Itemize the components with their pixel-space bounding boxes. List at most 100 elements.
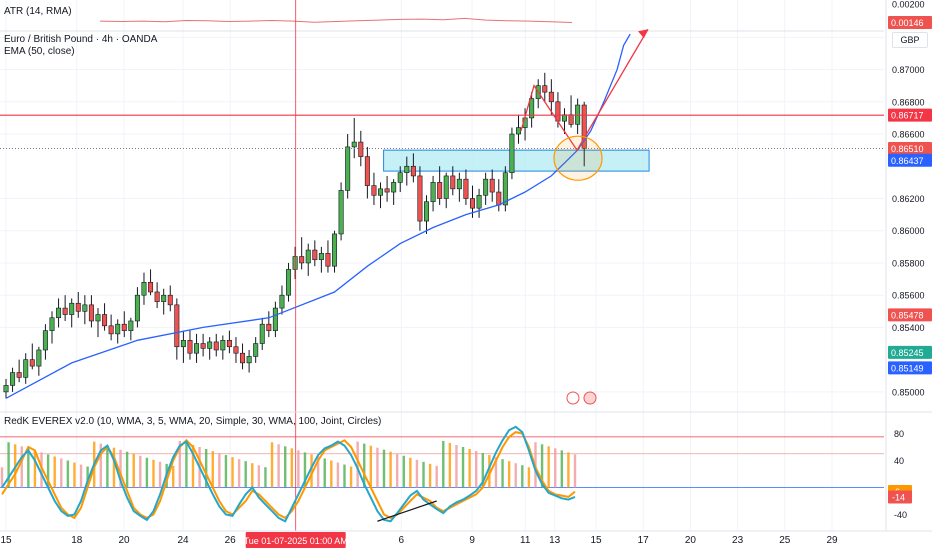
dividend-icon xyxy=(566,391,580,405)
oscillator-badge xyxy=(888,490,912,504)
candle xyxy=(450,166,456,196)
candle xyxy=(483,172,489,205)
candle-body xyxy=(161,294,167,302)
candle xyxy=(220,335,226,360)
oscillator-bar xyxy=(237,459,241,488)
candle xyxy=(299,237,305,270)
oscillator-bar xyxy=(257,465,261,488)
price-tick-label: 0.85600 xyxy=(892,291,925,301)
oscillator-bar xyxy=(119,449,122,488)
atr-line xyxy=(99,17,573,23)
oscillator-bar xyxy=(264,467,267,488)
candle xyxy=(404,156,410,186)
candle xyxy=(351,117,357,159)
oscillator-fast-line xyxy=(1,425,576,523)
candle xyxy=(581,101,587,167)
candle xyxy=(338,182,344,241)
currency-selector[interactable]: GBP xyxy=(892,32,928,48)
candle-body xyxy=(397,172,403,183)
candle-body xyxy=(378,188,384,196)
candle xyxy=(364,146,370,199)
candle-body xyxy=(410,165,416,177)
candle-body xyxy=(371,185,377,196)
candle xyxy=(529,92,535,128)
oscillator-bar xyxy=(60,458,63,488)
oscillator-bar xyxy=(468,449,471,488)
oscillator-bar xyxy=(73,462,76,488)
candle-body xyxy=(568,114,574,125)
candle xyxy=(318,246,324,273)
oscillator-bar xyxy=(521,465,524,488)
candle xyxy=(345,134,351,199)
oscillator-bar xyxy=(211,451,214,488)
time-tick-label: 25 xyxy=(779,535,791,546)
candle xyxy=(456,172,462,202)
candle-body xyxy=(424,201,430,222)
oscillator-bar xyxy=(125,451,129,488)
time-tick-label: 11 xyxy=(520,535,531,546)
oscillator-bar xyxy=(106,445,109,488)
candle xyxy=(246,349,252,373)
candle-body xyxy=(548,91,554,103)
oscillator-bar xyxy=(191,444,195,488)
candle-body xyxy=(483,178,489,196)
candle-body xyxy=(42,330,48,351)
oscillator-bar xyxy=(303,452,307,488)
oscillator-tick-label: 80 xyxy=(894,429,904,439)
candle-body xyxy=(16,372,22,378)
oscillator-bar xyxy=(0,467,4,488)
time-tick-label: 15 xyxy=(590,535,602,546)
oscillator-bar xyxy=(66,460,70,488)
candle xyxy=(266,311,272,338)
oscillator-pane xyxy=(0,411,932,523)
candle-body xyxy=(128,320,134,331)
oscillator-bar xyxy=(409,457,412,488)
candle-body xyxy=(187,340,193,354)
oscillator-bar xyxy=(455,444,458,488)
candle xyxy=(417,166,423,231)
oscillator-bar xyxy=(461,447,465,488)
oscillator-bar xyxy=(573,454,577,488)
oscillator-bar xyxy=(514,463,517,488)
candle xyxy=(391,179,397,205)
candle xyxy=(548,79,554,115)
candle xyxy=(253,337,259,363)
candle-body xyxy=(450,175,456,190)
candle-body xyxy=(141,281,147,296)
oscillator-bar xyxy=(20,446,23,488)
candle xyxy=(200,333,206,357)
candle xyxy=(240,343,246,370)
grid-lines xyxy=(0,0,884,530)
oscillator-bar xyxy=(554,448,557,488)
time-tick-label: 29 xyxy=(826,535,838,546)
time-tick-label: 23 xyxy=(732,535,744,546)
time-tick-label: 20 xyxy=(118,535,130,546)
candle xyxy=(154,282,160,309)
time-tick-label: 24 xyxy=(177,535,189,546)
oscillator-bar xyxy=(540,444,544,488)
candle xyxy=(371,172,377,205)
candle-body xyxy=(253,343,259,357)
price-badge xyxy=(888,345,932,359)
price-badge-value: 0.85149 xyxy=(891,363,924,373)
crosshair-time-label: Tue 01-07-2025 01:00 AM xyxy=(244,536,348,546)
candle xyxy=(174,298,180,360)
candle-body xyxy=(496,191,502,206)
candle-body xyxy=(279,294,285,309)
time-tick-label: 13 xyxy=(549,535,561,546)
candle-body xyxy=(384,188,390,193)
oscillator-bar xyxy=(277,444,280,488)
price-badge-value: 0.86510 xyxy=(891,144,924,154)
symbol-title: Euro / British Pound · 4h · OANDA xyxy=(4,34,158,45)
candle xyxy=(16,359,22,383)
oscillator-bar xyxy=(284,446,287,488)
price-badge xyxy=(888,308,932,322)
candle xyxy=(95,308,101,338)
crosshair-time-badge xyxy=(245,532,346,548)
ema-label: EMA (50, close) xyxy=(4,46,75,57)
candle xyxy=(56,298,62,328)
candle-body xyxy=(36,349,42,367)
oscillator-bar xyxy=(310,454,313,488)
oscillator-bar xyxy=(507,461,511,488)
